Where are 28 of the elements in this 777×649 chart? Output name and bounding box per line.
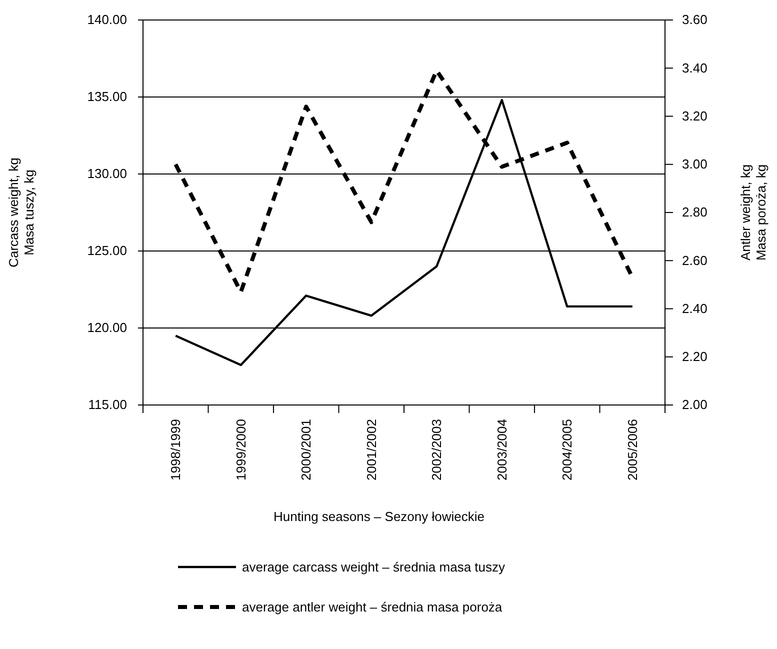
y-tick-label: 135.00 bbox=[87, 89, 127, 104]
x-tick-label: 2004/2005 bbox=[560, 419, 575, 480]
y2-tick-label: 2.60 bbox=[682, 252, 708, 268]
y2-tick-label: 2.20 bbox=[682, 349, 708, 364]
y2-axis-title: Antler weight, kg Masa poroża, kg bbox=[738, 164, 769, 261]
y-tick-label: 125.00 bbox=[87, 243, 127, 258]
y-tick-label: 130.00 bbox=[87, 166, 127, 182]
x-tick-label: 2000/2001 bbox=[298, 419, 314, 480]
y2-tick-label: 2.00 bbox=[682, 397, 708, 412]
y-tick-label: 140.00 bbox=[87, 12, 127, 28]
x-axis-title: Hunting seasons – Sezony łowieckie bbox=[273, 509, 485, 524]
x-tick-label: 2001/2002 bbox=[364, 419, 379, 480]
y2-tick-label: 3.00 bbox=[682, 156, 708, 172]
legend-label: average antler weight – średnia masa poroża bbox=[242, 600, 503, 615]
y2-tick-label: 3.40 bbox=[682, 60, 708, 76]
y-tick-label: 115.00 bbox=[88, 397, 127, 412]
y2-tick-label: 2.80 bbox=[682, 204, 708, 220]
legend-label: average carcass weight – średnia masa tuszy bbox=[242, 560, 506, 575]
x-tick-label: 1999/2000 bbox=[233, 419, 248, 480]
y-axis-title: Carcass weight, kg Masa tuszy, kg bbox=[6, 158, 37, 268]
x-tick-label: 1998/1999 bbox=[168, 419, 184, 480]
y2-tick-label: 3.60 bbox=[682, 12, 708, 28]
x-tick-label: 2005/2006 bbox=[624, 419, 640, 480]
y-tick-label: 120.00 bbox=[87, 320, 127, 336]
y2-tick-label: 3.20 bbox=[682, 108, 708, 124]
x-tick-label: 2003/2004 bbox=[494, 419, 510, 480]
y2-tick-label: 2.40 bbox=[682, 300, 708, 316]
x-tick-label: 2002/2003 bbox=[429, 419, 444, 480]
